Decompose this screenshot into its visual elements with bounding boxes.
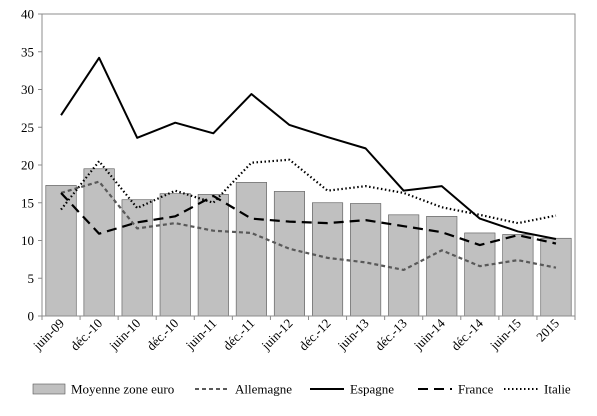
bar-6: [273, 191, 305, 317]
y-tick-label: 40: [21, 7, 34, 22]
x-tick-label: déc.-10: [67, 316, 105, 354]
y-tick-label: 25: [21, 120, 34, 135]
bar-1: [83, 168, 115, 317]
x-tick-label: juin-12: [258, 316, 296, 354]
bar-9: [388, 214, 420, 317]
legend-entry-france: France: [418, 382, 494, 397]
y-tick-label: 20: [21, 158, 34, 173]
x-tick-label: déc.-10: [143, 316, 181, 354]
bar-12: [502, 234, 534, 317]
legend-entry-moyenne-zone-euro: Moyenne zone euro: [32, 382, 174, 397]
bar-7: [312, 202, 344, 317]
lines-layer: [60, 56, 557, 272]
x-tick-label: juin-11: [182, 316, 220, 354]
x-tick-label: juin-14: [410, 315, 448, 353]
y-tick-label: 30: [21, 82, 34, 97]
legend-entry-allemagne: Allemagne: [195, 382, 292, 397]
legend-swatch: [32, 383, 66, 395]
legend-label: Moyenne zone euro: [71, 382, 174, 397]
y-tick-label: 0: [28, 309, 35, 324]
legend-label: France: [458, 382, 494, 397]
bars-layer: [45, 168, 572, 317]
x-tick-label: juin-10: [105, 316, 143, 354]
x-tick-label: 2015: [533, 316, 562, 345]
y-tick-label: 10: [21, 233, 34, 248]
bar-13: [540, 237, 572, 317]
bar-10: [426, 216, 458, 317]
bar-0: [45, 185, 77, 317]
legend-label: Allemagne: [235, 382, 292, 397]
legend-entry-italie: Italie: [504, 382, 571, 397]
series-line-allemagne: [60, 180, 557, 272]
series-line-france: [60, 192, 557, 247]
x-tick-label: déc.-13: [372, 316, 410, 354]
x-tick-label: juin-09: [29, 316, 67, 354]
bar-5: [235, 182, 267, 317]
legend-label: Espagne: [350, 382, 394, 397]
x-tick-label: juin-15: [486, 316, 524, 354]
legend-entry-espagne: Espagne: [310, 382, 394, 397]
bar-3: [159, 193, 191, 317]
series-line-italie: [60, 158, 557, 225]
y-tick-label: 35: [21, 44, 34, 59]
bar-4: [197, 194, 229, 317]
y-tick-label: 5: [28, 271, 35, 286]
x-tick-label: déc.-14: [448, 315, 486, 353]
legend: Moyenne zone euro Allemagne Espagne France I…: [32, 382, 571, 397]
y-tick-label: 15: [21, 195, 34, 210]
legend-label: Italie: [544, 382, 571, 397]
bar-11: [464, 232, 496, 317]
x-tick-label: déc.-12: [296, 316, 334, 354]
x-tick-label: déc.-11: [220, 316, 258, 354]
bar-2: [121, 199, 153, 317]
x-tick-label: juin-13: [334, 316, 372, 354]
